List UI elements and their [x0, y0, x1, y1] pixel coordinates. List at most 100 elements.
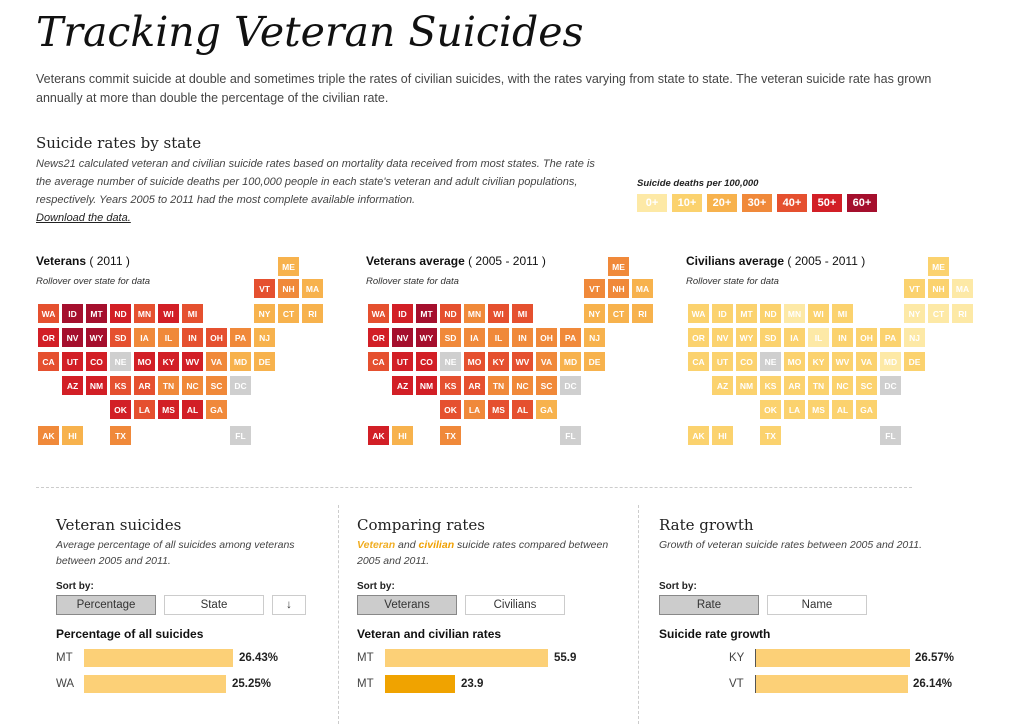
- state-tile-mn[interactable]: MN: [134, 304, 155, 323]
- state-tile-nc[interactable]: NC: [512, 376, 533, 395]
- state-tile-az[interactable]: AZ: [392, 376, 413, 395]
- state-tile-sd[interactable]: SD: [440, 328, 461, 347]
- state-tile-wa[interactable]: WA: [368, 304, 389, 323]
- state-tile-vt[interactable]: VT: [584, 279, 605, 298]
- state-tile-fl[interactable]: FL: [230, 426, 251, 445]
- state-tile-in[interactable]: IN: [512, 328, 533, 347]
- state-tile-nj[interactable]: NJ: [254, 328, 275, 347]
- state-tile-ct[interactable]: CT: [278, 304, 299, 323]
- state-tile-va[interactable]: VA: [206, 352, 227, 371]
- state-tile-id[interactable]: ID: [712, 304, 733, 323]
- state-tile-nh[interactable]: NH: [928, 279, 949, 298]
- state-tile-ri[interactable]: RI: [952, 304, 973, 323]
- state-tile-tn[interactable]: TN: [158, 376, 179, 395]
- state-tile-pa[interactable]: PA: [880, 328, 901, 347]
- state-tile-mi[interactable]: MI: [182, 304, 203, 323]
- state-tile-wv[interactable]: WV: [832, 352, 853, 371]
- state-tile-nj[interactable]: NJ: [584, 328, 605, 347]
- state-tile-sd[interactable]: SD: [110, 328, 131, 347]
- state-tile-mi[interactable]: MI: [512, 304, 533, 323]
- state-tile-id[interactable]: ID: [62, 304, 83, 323]
- state-tile-or[interactable]: OR: [688, 328, 709, 347]
- state-tile-ma[interactable]: MA: [632, 279, 653, 298]
- state-tile-ga[interactable]: GA: [206, 400, 227, 419]
- state-tile-or[interactable]: OR: [368, 328, 389, 347]
- state-tile-tn[interactable]: TN: [488, 376, 509, 395]
- sort-rate-button[interactable]: Rate: [659, 595, 759, 615]
- state-tile-me[interactable]: ME: [278, 257, 299, 276]
- state-tile-dc[interactable]: DC: [230, 376, 251, 395]
- state-tile-mo[interactable]: MO: [464, 352, 485, 371]
- state-tile-hi[interactable]: HI: [62, 426, 83, 445]
- state-tile-wa[interactable]: WA: [688, 304, 709, 323]
- state-tile-ne[interactable]: NE: [110, 352, 131, 371]
- state-tile-mn[interactable]: MN: [784, 304, 805, 323]
- state-tile-ky[interactable]: KY: [158, 352, 179, 371]
- state-tile-ny[interactable]: NY: [254, 304, 275, 323]
- state-tile-nd[interactable]: ND: [440, 304, 461, 323]
- state-tile-ne[interactable]: NE: [760, 352, 781, 371]
- state-tile-wy[interactable]: WY: [416, 328, 437, 347]
- bar-row[interactable]: KY 26.57%: [659, 649, 954, 675]
- state-tile-wy[interactable]: WY: [86, 328, 107, 347]
- state-tile-id[interactable]: ID: [392, 304, 413, 323]
- state-tile-nh[interactable]: NH: [278, 279, 299, 298]
- state-tile-de[interactable]: DE: [254, 352, 275, 371]
- state-tile-ms[interactable]: MS: [808, 400, 829, 419]
- state-tile-wi[interactable]: WI: [808, 304, 829, 323]
- state-tile-ky[interactable]: KY: [808, 352, 829, 371]
- state-tile-me[interactable]: ME: [608, 257, 629, 276]
- state-tile-wi[interactable]: WI: [158, 304, 179, 323]
- state-tile-me[interactable]: ME: [928, 257, 949, 276]
- state-tile-mo[interactable]: MO: [134, 352, 155, 371]
- state-tile-fl[interactable]: FL: [560, 426, 581, 445]
- state-tile-md[interactable]: MD: [880, 352, 901, 371]
- state-tile-sc[interactable]: SC: [856, 376, 877, 395]
- sort-direction-button[interactable]: ↓: [272, 595, 306, 615]
- state-tile-wv[interactable]: WV: [182, 352, 203, 371]
- state-tile-ct[interactable]: CT: [608, 304, 629, 323]
- state-tile-tx[interactable]: TX: [760, 426, 781, 445]
- sort-civilians-button[interactable]: Civilians: [465, 595, 565, 615]
- state-tile-in[interactable]: IN: [832, 328, 853, 347]
- sort-percentage-button[interactable]: Percentage: [56, 595, 156, 615]
- state-tile-ok[interactable]: OK: [440, 400, 461, 419]
- state-tile-ga[interactable]: GA: [536, 400, 557, 419]
- state-tile-nd[interactable]: ND: [760, 304, 781, 323]
- state-tile-in[interactable]: IN: [182, 328, 203, 347]
- state-tile-nv[interactable]: NV: [392, 328, 413, 347]
- state-tile-de[interactable]: DE: [904, 352, 925, 371]
- state-tile-ne[interactable]: NE: [440, 352, 461, 371]
- state-tile-tx[interactable]: TX: [110, 426, 131, 445]
- state-tile-mi[interactable]: MI: [832, 304, 853, 323]
- state-tile-sd[interactable]: SD: [760, 328, 781, 347]
- bar-row[interactable]: MT 26.43%: [56, 649, 326, 675]
- state-tile-mt[interactable]: MT: [736, 304, 757, 323]
- state-tile-hi[interactable]: HI: [392, 426, 413, 445]
- state-tile-co[interactable]: CO: [86, 352, 107, 371]
- state-tile-al[interactable]: AL: [512, 400, 533, 419]
- state-tile-oh[interactable]: OH: [536, 328, 557, 347]
- state-tile-nj[interactable]: NJ: [904, 328, 925, 347]
- state-tile-nm[interactable]: NM: [736, 376, 757, 395]
- state-tile-va[interactable]: VA: [856, 352, 877, 371]
- state-tile-la[interactable]: LA: [134, 400, 155, 419]
- state-tile-tn[interactable]: TN: [808, 376, 829, 395]
- state-tile-nd[interactable]: ND: [110, 304, 131, 323]
- state-tile-nm[interactable]: NM: [86, 376, 107, 395]
- state-tile-oh[interactable]: OH: [206, 328, 227, 347]
- state-tile-ak[interactable]: AK: [38, 426, 59, 445]
- state-tile-co[interactable]: CO: [736, 352, 757, 371]
- state-tile-ut[interactable]: UT: [712, 352, 733, 371]
- sort-veterans-button[interactable]: Veterans: [357, 595, 457, 615]
- state-tile-ny[interactable]: NY: [904, 304, 925, 323]
- state-tile-co[interactable]: CO: [416, 352, 437, 371]
- state-tile-il[interactable]: IL: [488, 328, 509, 347]
- state-tile-nc[interactable]: NC: [832, 376, 853, 395]
- state-tile-md[interactable]: MD: [230, 352, 251, 371]
- state-tile-ms[interactable]: MS: [158, 400, 179, 419]
- state-tile-dc[interactable]: DC: [880, 376, 901, 395]
- state-tile-ca[interactable]: CA: [38, 352, 59, 371]
- sort-state-button[interactable]: State: [164, 595, 264, 615]
- state-tile-ut[interactable]: UT: [62, 352, 83, 371]
